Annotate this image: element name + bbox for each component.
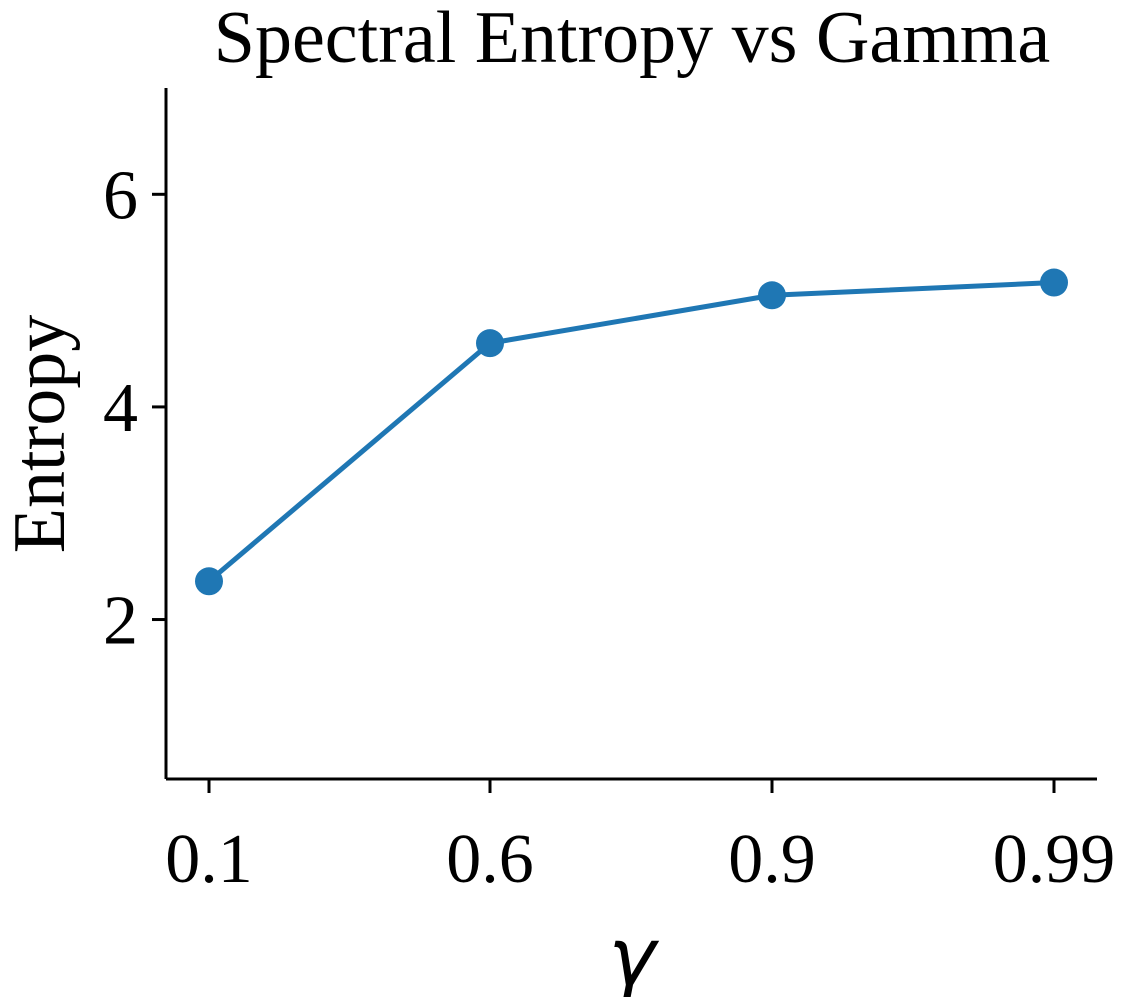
data-point: [758, 281, 786, 310]
x-tick-label: 0.9: [728, 821, 816, 898]
x-axis-label: γ: [608, 911, 659, 997]
chart-title: Spectral Entropy vs Gamma: [214, 0, 1050, 79]
x-tick-label: 0.99: [993, 821, 1116, 898]
series-layer: [195, 268, 1068, 596]
x-axis-ticks: 0.1 0.6 0.9 0.99: [165, 779, 1115, 898]
y-tick-label: 2: [103, 583, 138, 660]
data-point: [476, 329, 504, 358]
y-tick-label: 4: [103, 370, 138, 447]
data-point: [1040, 268, 1068, 297]
y-axis-ticks: 2 4 6: [103, 157, 166, 660]
x-tick-label: 0.1: [165, 821, 253, 898]
series-line: [206, 280, 1057, 584]
x-tick-label: 0.6: [446, 821, 534, 898]
data-point: [195, 567, 223, 596]
y-tick-label: 6: [103, 157, 138, 234]
y-axis-label: Entropy: [0, 315, 81, 553]
